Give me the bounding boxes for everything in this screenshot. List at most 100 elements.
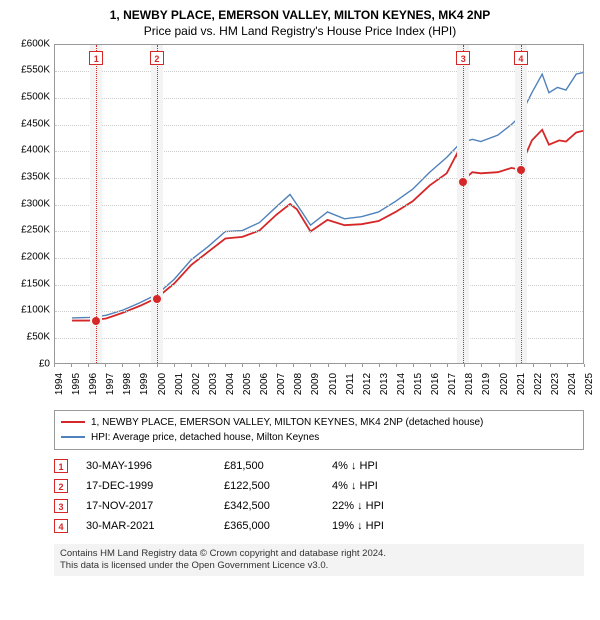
x-tick-label: 2025 xyxy=(584,372,595,394)
x-tick-label: 2007 xyxy=(276,372,287,394)
row-diff: 19% ↓ HPI xyxy=(332,520,432,532)
chart-subtitle: Price paid vs. HM Land Registry's House … xyxy=(10,24,590,38)
y-tick-label: £400K xyxy=(21,145,50,156)
attribution-line: Contains HM Land Registry data © Crown c… xyxy=(60,548,578,560)
row-diff: 4% ↓ HPI xyxy=(332,460,432,472)
gridline xyxy=(55,125,583,126)
row-price: £81,500 xyxy=(224,460,314,472)
x-tick-label: 2018 xyxy=(464,372,475,394)
y-tick-label: £0 xyxy=(39,358,50,369)
marker-line xyxy=(96,45,97,363)
marker-badge: 2 xyxy=(150,51,164,65)
chart-container: 1, NEWBY PLACE, EMERSON VALLEY, MILTON K… xyxy=(0,0,600,584)
gridline xyxy=(55,151,583,152)
row-badge: 2 xyxy=(54,479,68,493)
gridline xyxy=(55,258,583,259)
legend-swatch xyxy=(61,421,85,423)
row-date: 30-MAY-1996 xyxy=(86,460,206,472)
x-tick-label: 2006 xyxy=(259,372,270,394)
y-tick-label: £450K xyxy=(21,118,50,129)
y-tick-label: £600K xyxy=(21,38,50,49)
table-row: 1 30-MAY-1996 £81,500 4% ↓ HPI xyxy=(54,456,584,476)
marker-line xyxy=(157,45,158,363)
marker-dot xyxy=(92,317,100,325)
x-tick-label: 2003 xyxy=(208,372,219,394)
x-tick-label: 2002 xyxy=(191,372,202,394)
marker-line xyxy=(463,45,464,363)
gridline xyxy=(55,338,583,339)
row-price: £365,000 xyxy=(224,520,314,532)
x-tick-label: 2014 xyxy=(396,372,407,394)
table-row: 217-DEC-1999£122,5004% ↓ HPI xyxy=(54,476,584,496)
marker-dot xyxy=(459,178,467,186)
x-tick-label: 2012 xyxy=(362,372,373,394)
x-tick-label: 1995 xyxy=(71,372,82,394)
plot-area: 1234 xyxy=(54,44,584,364)
gridline xyxy=(55,71,583,72)
gridline xyxy=(55,178,583,179)
x-tick-label: 2017 xyxy=(447,372,458,394)
x-axis: 1994199519961997199819992000200120022003… xyxy=(54,364,584,404)
chart-title: 1, NEWBY PLACE, EMERSON VALLEY, MILTON K… xyxy=(10,8,590,24)
row-badge: 4 xyxy=(54,519,68,533)
y-tick-label: £550K xyxy=(21,65,50,76)
legend-label: 1, NEWBY PLACE, EMERSON VALLEY, MILTON K… xyxy=(91,415,483,430)
table-row: 317-NOV-2017£342,50022% ↓ HPI xyxy=(54,496,584,516)
y-tick-label: £100K xyxy=(21,305,50,316)
x-tick-label: 1999 xyxy=(139,372,150,394)
x-tick-label: 2015 xyxy=(413,372,424,394)
series-hpi xyxy=(72,72,583,317)
gridline xyxy=(55,285,583,286)
x-tick-label: 2019 xyxy=(481,372,492,394)
legend-item: 1, NEWBY PLACE, EMERSON VALLEY, MILTON K… xyxy=(61,415,577,430)
series-price xyxy=(72,129,583,320)
row-date: 17-DEC-1999 xyxy=(86,480,206,492)
row-diff: 4% ↓ HPI xyxy=(332,480,432,492)
x-tick-label: 1998 xyxy=(122,372,133,394)
x-tick-label: 2000 xyxy=(157,372,168,394)
x-tick-label: 2004 xyxy=(225,372,236,394)
marker-dot xyxy=(153,295,161,303)
x-tick-label: 2024 xyxy=(567,372,578,394)
x-tick-label: 2010 xyxy=(328,372,339,394)
y-tick-label: £250K xyxy=(21,225,50,236)
x-tick-label: 2013 xyxy=(379,372,390,394)
row-date: 17-NOV-2017 xyxy=(86,500,206,512)
legend-item: HPI: Average price, detached house, Milt… xyxy=(61,430,577,445)
x-tick-label: 2011 xyxy=(345,373,356,395)
legend: 1, NEWBY PLACE, EMERSON VALLEY, MILTON K… xyxy=(54,410,584,450)
x-tick-label: 2023 xyxy=(550,372,561,394)
chart-lines xyxy=(55,45,583,363)
row-badge: 3 xyxy=(54,499,68,513)
y-tick-label: £500K xyxy=(21,91,50,102)
gridline xyxy=(55,231,583,232)
x-tick-label: 1997 xyxy=(105,372,116,394)
y-axis: £0£50K£100K£150K£200K£250K£300K£350K£400… xyxy=(10,44,52,364)
y-tick-label: £300K xyxy=(21,198,50,209)
row-badge: 1 xyxy=(54,459,68,473)
x-tick-label: 2005 xyxy=(242,372,253,394)
legend-label: HPI: Average price, detached house, Milt… xyxy=(91,430,319,445)
row-price: £342,500 xyxy=(224,500,314,512)
gridline xyxy=(55,205,583,206)
row-date: 30-MAR-2021 xyxy=(86,520,206,532)
y-tick-label: £50K xyxy=(27,331,50,342)
table-row: 4 30-MAR-2021 £365,000 19% ↓ HPI xyxy=(54,516,584,536)
x-tick-label: 2009 xyxy=(310,372,321,394)
marker-badge: 4 xyxy=(514,51,528,65)
x-tick-label: 2022 xyxy=(533,372,544,394)
y-tick-label: £200K xyxy=(21,251,50,262)
marker-dot xyxy=(517,166,525,174)
gridline xyxy=(55,311,583,312)
x-tick-label: 1994 xyxy=(54,372,65,394)
chart-area: £0 £50K £100K £150K £200K £250K £300K £350K £400… xyxy=(10,44,590,404)
legend-swatch xyxy=(61,436,85,438)
x-tick-label: 1996 xyxy=(88,372,99,394)
x-tick-label: 2008 xyxy=(293,372,304,394)
x-tick-label: 2021 xyxy=(516,372,527,394)
y-tick-label: £150K xyxy=(21,278,50,289)
marker-line xyxy=(521,45,522,363)
y-tick-label: £350K xyxy=(21,171,50,182)
marker-badge: 3 xyxy=(456,51,470,65)
transaction-table: 1 30-MAY-1996 £81,500 4% ↓ HPI 2 17-DEC-1999 £… xyxy=(54,456,584,536)
